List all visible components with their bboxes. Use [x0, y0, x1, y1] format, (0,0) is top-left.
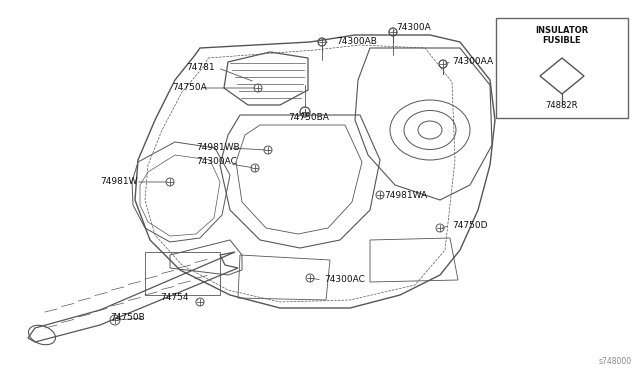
- Text: 74300AC: 74300AC: [196, 157, 237, 167]
- Text: 74781: 74781: [186, 64, 214, 73]
- Text: 74750D: 74750D: [452, 221, 488, 231]
- Text: 74981W: 74981W: [100, 177, 138, 186]
- Text: 74300AC: 74300AC: [324, 276, 365, 285]
- Text: 74300AA: 74300AA: [452, 58, 493, 67]
- Text: 74981WA: 74981WA: [384, 192, 427, 201]
- Text: 74750B: 74750B: [110, 314, 145, 323]
- Bar: [496, 18, 628, 118]
- Text: 74750A: 74750A: [172, 83, 207, 93]
- Text: s748000: s748000: [599, 357, 632, 366]
- Text: 74754: 74754: [160, 294, 189, 302]
- Text: INSULATOR: INSULATOR: [536, 26, 589, 35]
- Text: 74882R: 74882R: [546, 101, 579, 110]
- Text: 74300AB: 74300AB: [336, 38, 377, 46]
- Text: FUSIBLE: FUSIBLE: [543, 36, 581, 45]
- Text: 74300A: 74300A: [396, 23, 431, 32]
- Text: 74750BA: 74750BA: [288, 113, 329, 122]
- Text: 74981WB: 74981WB: [196, 144, 239, 153]
